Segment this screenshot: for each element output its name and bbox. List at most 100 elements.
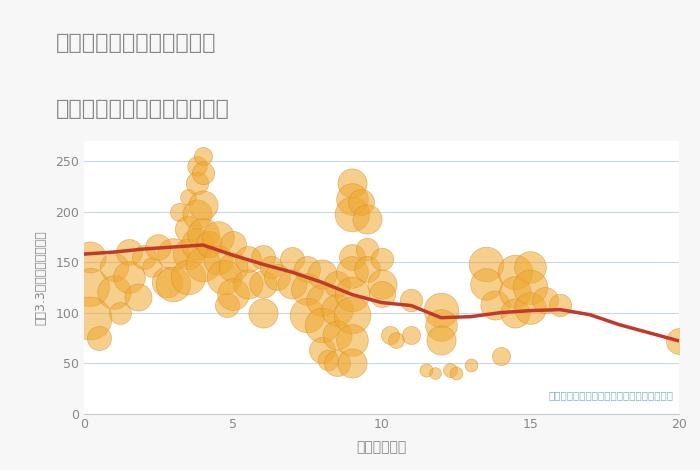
Point xyxy=(495,352,506,360)
Point xyxy=(510,309,521,316)
Point xyxy=(435,306,447,313)
Point xyxy=(331,360,342,367)
Point xyxy=(168,281,179,288)
Point xyxy=(257,253,268,261)
Point xyxy=(138,253,149,261)
Point xyxy=(346,311,357,318)
Point xyxy=(162,279,173,286)
Point xyxy=(525,264,536,271)
Point xyxy=(84,283,95,291)
Point xyxy=(153,243,164,251)
Point xyxy=(242,281,253,288)
Point xyxy=(84,314,95,321)
Point xyxy=(361,245,372,253)
Point xyxy=(218,274,230,281)
Point xyxy=(346,195,357,202)
Point xyxy=(331,281,342,288)
Point xyxy=(376,281,387,288)
Point xyxy=(322,356,333,364)
Point xyxy=(221,301,232,308)
Point xyxy=(212,256,223,264)
Point xyxy=(192,163,203,170)
Point xyxy=(266,264,277,271)
Point xyxy=(183,193,194,200)
Point xyxy=(480,260,491,268)
Point xyxy=(192,240,203,248)
Point xyxy=(346,268,357,276)
Point xyxy=(430,369,441,377)
Point xyxy=(525,304,536,311)
Point xyxy=(510,289,521,296)
Point xyxy=(540,296,551,303)
Point xyxy=(227,264,238,271)
Point xyxy=(435,336,447,344)
Point xyxy=(673,337,685,345)
Point xyxy=(108,289,119,296)
Y-axis label: 坪（3.3㎡）単価（万円）: 坪（3.3㎡）単価（万円） xyxy=(34,230,47,325)
Point xyxy=(183,274,194,281)
Point xyxy=(147,264,158,271)
Point xyxy=(203,240,214,248)
Point xyxy=(525,283,536,291)
Point xyxy=(316,346,328,354)
Point xyxy=(346,253,357,261)
Point xyxy=(406,296,417,303)
Text: 神奈川県横浜市緑区鴨居の: 神奈川県横浜市緑区鴨居の xyxy=(56,33,216,53)
X-axis label: 駅距離（分）: 駅距離（分） xyxy=(356,440,407,454)
Point xyxy=(174,208,185,215)
Point xyxy=(316,321,328,329)
Point xyxy=(316,271,328,278)
Point xyxy=(480,281,491,288)
Text: 円の大きさは、取引のあった物件面積を示す: 円の大きさは、取引のあった物件面積を示す xyxy=(548,390,673,400)
Point xyxy=(168,251,179,258)
Point xyxy=(123,274,134,281)
Point xyxy=(227,240,238,248)
Point xyxy=(287,255,298,263)
Point xyxy=(385,331,396,338)
Point xyxy=(331,306,342,313)
Point xyxy=(108,264,119,271)
Point xyxy=(355,198,366,205)
Point xyxy=(242,255,253,263)
Point xyxy=(93,334,104,342)
Point xyxy=(361,215,372,222)
Point xyxy=(272,274,283,281)
Point xyxy=(302,286,313,293)
Point xyxy=(465,361,476,369)
Point xyxy=(132,294,144,301)
Point xyxy=(123,248,134,256)
Point xyxy=(376,291,387,298)
Point xyxy=(406,331,417,338)
Point xyxy=(114,309,125,316)
Point xyxy=(212,233,223,241)
Point xyxy=(450,369,461,377)
Point xyxy=(197,152,209,160)
Point xyxy=(346,360,357,367)
Point xyxy=(346,180,357,187)
Point xyxy=(192,210,203,218)
Point xyxy=(435,321,447,329)
Point xyxy=(287,281,298,288)
Point xyxy=(183,225,194,233)
Point xyxy=(346,336,357,344)
Point xyxy=(197,260,209,268)
Point xyxy=(391,336,402,344)
Point xyxy=(510,268,521,276)
Point xyxy=(361,266,372,273)
Point xyxy=(84,253,95,261)
Point xyxy=(346,210,357,218)
Point xyxy=(183,251,194,258)
Point xyxy=(444,367,456,374)
Point xyxy=(227,291,238,298)
Text: 駅距離別中古マンション価格: 駅距離別中古マンション価格 xyxy=(56,99,230,119)
Point xyxy=(331,331,342,338)
Point xyxy=(197,201,209,208)
Point xyxy=(302,311,313,318)
Point xyxy=(376,255,387,263)
Point xyxy=(197,230,209,238)
Point xyxy=(197,170,209,177)
Point xyxy=(489,301,500,308)
Point xyxy=(257,309,268,316)
Point xyxy=(257,281,268,288)
Point xyxy=(302,266,313,273)
